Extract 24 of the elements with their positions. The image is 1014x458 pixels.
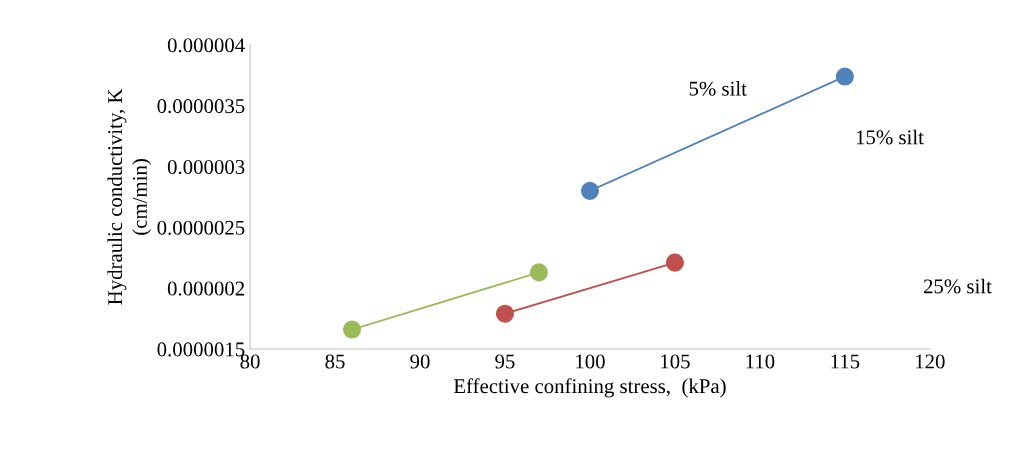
y-tick-label: 0.0000025 [157,220,245,235]
y-tick-label: 0.000004 [167,38,245,53]
y-axis-title: Hydraulic conductivity, K (cm/min) [107,88,152,305]
annotation: 15% silt [856,129,924,145]
x-tick-label: 85 [325,354,345,369]
y-tick-label: 0.000002 [167,281,245,296]
x-tick-label: 110 [746,354,775,369]
x-tick-label: 90 [410,354,430,369]
x-tick-label: 100 [576,354,605,369]
x-tick-label: 120 [916,354,945,369]
x-tick-label: 105 [661,354,690,369]
x-tick-label: 115 [831,354,860,369]
point [495,304,515,323]
annotation: 5% silt [689,81,747,96]
y-tick-label: 0.000003 [167,159,245,175]
annotation: 25% silt [923,278,992,294]
point [665,253,684,272]
point [580,181,599,200]
point [529,263,548,282]
x-axis-title: Effective confining stress, (kPa) [453,378,726,398]
x-tick-label: 95 [495,354,515,369]
point [342,320,362,339]
point [835,67,854,86]
y-tick-label: 0.0000035 [157,99,245,114]
